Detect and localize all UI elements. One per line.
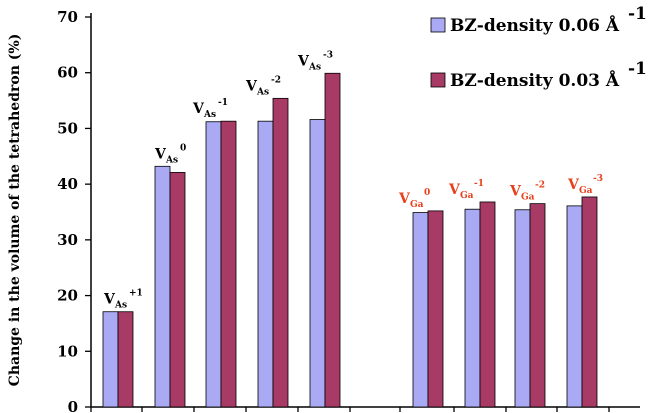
bar-series-1-5 (309, 119, 326, 408)
category-label-6: V Ga0 (398, 188, 430, 210)
bar-series-1-6 (412, 212, 429, 408)
y-tick-label: 0 (68, 398, 78, 413)
bar-series-2-3 (220, 120, 237, 408)
category-label-4: V As-2 (245, 75, 281, 97)
bar-series-2-2 (169, 172, 186, 408)
category-main: V (509, 184, 522, 200)
category-sub: As (165, 155, 178, 165)
category-main: V (192, 101, 205, 117)
bar-series-2-8 (529, 203, 546, 408)
category-sup: -1 (218, 98, 228, 108)
y-tick-label: 60 (57, 64, 78, 82)
category-sup: -2 (535, 181, 545, 191)
category-main: V (154, 146, 167, 162)
bar-series-1-7 (464, 208, 481, 408)
y-tick-label: 40 (57, 175, 78, 193)
legend-swatch (430, 72, 446, 88)
category-sub: Ga (460, 191, 474, 201)
category-sup: -3 (323, 50, 333, 60)
bar-series-2-5 (324, 72, 341, 408)
category-label-9: V Ga-3 (567, 174, 603, 196)
category-sup: -3 (593, 174, 603, 184)
category-main: V (567, 177, 580, 193)
legend-swatch (430, 17, 446, 33)
legend-label: BZ-density 0.06 Å (450, 14, 620, 36)
axes: 0 10 20 30 40 50 60 70 (57, 8, 640, 413)
category-label-3: V As-1 (192, 98, 228, 120)
category-sub: Ga (410, 200, 424, 210)
y-tick-label: 10 (57, 342, 78, 360)
bar-series-1-2 (154, 165, 171, 408)
bar-series-1-3 (205, 121, 222, 408)
category-sub: Ga (579, 186, 593, 196)
legend: BZ-density 0.06 Å -1 BZ-density 0.03 Å -1 (430, 4, 647, 91)
category-sup: -1 (474, 179, 484, 189)
legend-label: BZ-density 0.03 Å (450, 69, 620, 91)
bar-series-2-9 (581, 196, 598, 408)
category-sub: As (308, 62, 321, 72)
category-main: V (297, 53, 310, 69)
legend-item-2: BZ-density 0.03 Å -1 (430, 59, 647, 91)
legend-label-sup: -1 (628, 59, 647, 79)
y-tick-label: 30 (57, 231, 78, 249)
bar-series-1-8 (514, 209, 531, 408)
y-tick-label: 70 (57, 8, 78, 26)
bar-series-2-6 (427, 210, 444, 408)
category-main: V (448, 182, 461, 198)
category-label-2: V As0 (154, 143, 186, 165)
category-sub: Ga (521, 193, 535, 203)
category-label-5: V As-3 (297, 50, 333, 72)
category-sup: -2 (271, 75, 281, 85)
bar-series-2-4 (272, 97, 289, 408)
bars (102, 72, 598, 408)
legend-label-sup: -1 (628, 4, 647, 24)
category-sup: 0 (424, 188, 430, 198)
category-main: V (398, 191, 411, 207)
legend-item-1: BZ-density 0.06 Å -1 (430, 4, 647, 36)
category-sup: +1 (129, 289, 143, 299)
category-sub: As (203, 110, 216, 120)
category-main: V (103, 292, 116, 308)
bar-series-2-1 (117, 311, 134, 408)
y-axis-label: Change in the volume of the tetrahedron … (7, 34, 23, 387)
category-label-7: V Ga-1 (448, 179, 484, 201)
y-tick-label: 20 (57, 287, 78, 305)
bar-series-1-9 (566, 205, 583, 408)
category-sub: As (114, 301, 127, 311)
category-main: V (245, 78, 258, 94)
category-sub: As (256, 87, 269, 97)
category-sup: 0 (180, 143, 186, 153)
category-label-1: V As+1 (103, 289, 143, 311)
y-tick-label: 50 (57, 119, 78, 137)
category-label-8: V Ga-2 (509, 181, 545, 203)
bar-series-1-4 (257, 120, 274, 408)
bar-series-1-1 (102, 311, 119, 408)
bar-series-2-7 (479, 201, 496, 408)
